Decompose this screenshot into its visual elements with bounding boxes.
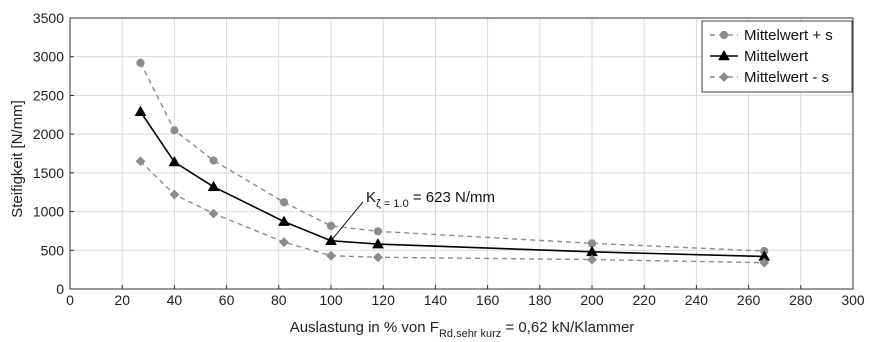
data-point — [208, 208, 219, 219]
x-tick-label: 120 — [372, 292, 396, 308]
x-axis-ticks: 0 20 40 60 80 100 120 140 160 180 200 220 240 260 280 3… — [66, 285, 865, 308]
data-point — [207, 180, 220, 192]
series-2 — [134, 105, 771, 261]
legend-label: Mittelwert - s — [744, 69, 829, 86]
y-axis-label: Steifigkeit [N/mm] — [9, 100, 26, 218]
legend-label: Mittelwert + s — [744, 27, 833, 44]
legend-marker — [718, 49, 730, 61]
legend-label: Mittelwert — [744, 48, 809, 65]
x-tick-label: 40 — [167, 292, 183, 308]
series-1 — [136, 58, 769, 256]
data-point — [326, 221, 336, 230]
y-tick-label: 3500 — [33, 10, 64, 26]
x-tick-label: 260 — [737, 292, 761, 308]
y-tick-label: 500 — [41, 242, 65, 258]
x-tick-label: 280 — [789, 292, 813, 308]
series-line — [139, 62, 765, 252]
x-axis-label-prefix: Auslastung in % von F — [290, 319, 439, 336]
x-tick-label: 140 — [424, 292, 448, 308]
series-line — [139, 111, 765, 258]
y-tick-label: 1500 — [33, 165, 64, 181]
annotation-label: Kζ = 1.0 = 623 N/mm — [366, 189, 495, 210]
data-point — [209, 156, 218, 165]
data-point — [170, 126, 179, 135]
data-point — [168, 156, 181, 167]
y-tick-label: 0 — [56, 281, 64, 297]
y-tick-label: 3000 — [33, 49, 64, 65]
x-tick-label: 220 — [633, 292, 657, 308]
x-axis-label-subscript: Rd.sehr kurz — [439, 328, 501, 340]
data-point — [135, 156, 146, 167]
x-tick-label: 160 — [476, 292, 500, 308]
data-point — [373, 252, 383, 263]
y-tick-label: 2000 — [33, 126, 64, 142]
y-tick-label: 1000 — [33, 204, 64, 220]
y-axis-ticks: 0 500 1000 1500 2000 2500 3000 3500 — [33, 10, 74, 297]
x-tick-label: 80 — [271, 292, 287, 308]
data-point — [326, 250, 336, 261]
annotation-subscript: ζ = 1.0 — [376, 198, 409, 210]
data-point — [759, 257, 770, 268]
series — [134, 58, 771, 268]
data-point — [279, 237, 289, 248]
x-tick-label: 60 — [219, 292, 235, 308]
series-3 — [135, 156, 770, 268]
annotation-main: K — [366, 189, 376, 206]
data-point — [587, 254, 597, 265]
x-tick-label: 300 — [841, 292, 865, 308]
annotation: Kζ = 1.0 = 623 N/mm — [330, 189, 495, 242]
x-tick-label: 180 — [528, 292, 552, 308]
x-tick-label: 240 — [685, 292, 709, 308]
data-point — [373, 227, 383, 236]
legend-marker — [719, 30, 729, 40]
annotation-value: = 623 N/mm — [409, 189, 495, 206]
data-point — [136, 58, 145, 68]
series-line — [139, 160, 765, 264]
x-tick-label: 0 — [66, 292, 74, 308]
legend: Mittelwert + s Mittelwert Mittelwert - s — [701, 20, 853, 93]
x-tick-label: 20 — [114, 292, 130, 308]
y-tick-label: 2500 — [33, 87, 64, 103]
data-point — [372, 238, 384, 249]
x-tick-label: 100 — [319, 292, 343, 308]
legend-marker — [719, 72, 729, 82]
x-axis-label: Auslastung in % von FRd.sehr kurz = 0,62… — [290, 319, 635, 340]
data-point — [134, 105, 147, 116]
x-tick-label: 200 — [580, 292, 604, 308]
data-point — [278, 215, 290, 226]
x-axis-label-suffix: = 0,62 kN/Klammer — [501, 319, 634, 336]
data-point — [169, 189, 180, 200]
plot-frame — [69, 17, 854, 290]
annotation-leader-line — [330, 201, 364, 242]
data-point — [279, 198, 289, 207]
